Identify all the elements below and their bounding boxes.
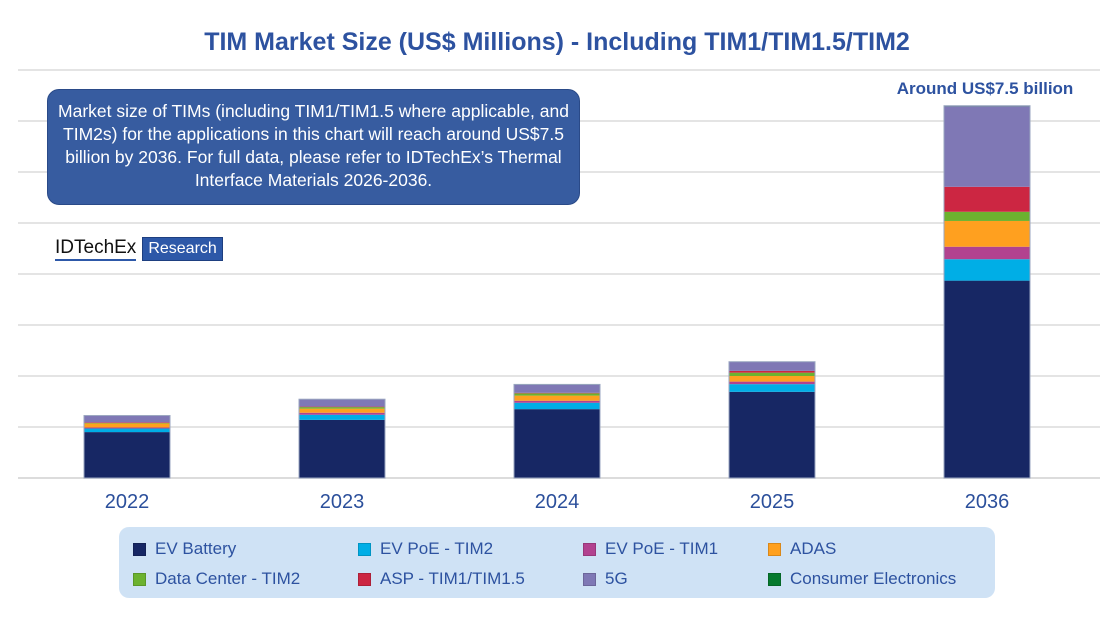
bar-segment-adas-2024	[514, 395, 600, 401]
legend-item: 5G	[583, 569, 628, 589]
legend-label: EV PoE - TIM1	[605, 539, 719, 558]
bar-segment-adas-2036	[944, 220, 1030, 247]
legend-swatch	[768, 572, 781, 586]
bar-segment-data-center-tim2-2025	[729, 372, 815, 376]
legend-label: ASP - TIM1/TIM1.5	[380, 569, 525, 588]
bar-segment-5g-2024	[514, 384, 600, 393]
bar-segment-ev-poe-tim2-2025	[729, 384, 815, 392]
bar-segment-5g-2023	[299, 399, 385, 407]
legend-item: ASP - TIM1/TIM1.5	[358, 569, 525, 589]
bar-segment-asp-tim1-tim1-5-2024	[514, 392, 600, 394]
bar-segment-ev-battery-2025	[729, 391, 815, 478]
bar-segment-ev-poe-tim2-2036	[944, 259, 1030, 281]
logo-tag: Research	[142, 237, 223, 261]
bar-outline	[943, 105, 1031, 479]
bar-segment-adas-2022	[84, 423, 170, 428]
bar-segment-asp-tim1-tim1-5-2022	[84, 422, 170, 423]
bar-segment-asp-tim1-tim1-5-2023	[299, 406, 385, 408]
bar-segment-data-center-tim2-2023	[299, 407, 385, 409]
bar-segment-ev-poe-tim1-2025	[729, 381, 815, 385]
bar-segment-adas-2023	[299, 408, 385, 413]
legend: EV Battery EV PoE - TIM2 EV PoE - TIM1 ADAS…	[119, 527, 995, 598]
x-tick-label: 2022	[105, 491, 150, 513]
total-annotation: Around US$7.5 billion	[896, 79, 1074, 98]
bar-segment-data-center-tim2-2022	[84, 422, 170, 424]
legend-label: EV Battery	[155, 539, 237, 558]
bar-segment-5g-2022	[84, 415, 170, 423]
bar-outline	[513, 383, 601, 479]
info-callout: Market size of TIMs (including TIM1/TIM1…	[47, 89, 580, 205]
legend-label: ADAS	[790, 539, 837, 558]
bar-segment-ev-battery-2036	[944, 280, 1030, 478]
bar-segment-ev-battery-2023	[299, 419, 385, 478]
bar-segment-5g-2036	[944, 106, 1030, 187]
bar-segment-ev-battery-2024	[514, 409, 600, 478]
legend-swatch	[133, 542, 146, 556]
x-tick-label: 2036	[965, 491, 1010, 513]
legend-swatch	[358, 572, 371, 586]
chart-title: TIM Market Size (US$ Millions) - Includi…	[204, 28, 910, 56]
legend-label: 5G	[605, 569, 628, 588]
bar-outline	[83, 415, 171, 479]
bar-segment-ev-poe-tim1-2023	[299, 412, 385, 415]
bar-segment-data-center-tim2-2024	[514, 393, 600, 396]
legend-label: Consumer Electronics	[790, 569, 957, 588]
legend-item: EV Battery	[133, 539, 236, 559]
legend-item: EV PoE - TIM1	[583, 539, 718, 559]
x-tick-label: 2025	[750, 491, 795, 513]
bar-outline	[728, 361, 816, 479]
legend-item: EV PoE - TIM2	[358, 539, 493, 559]
x-tick-label: 2024	[535, 491, 580, 513]
legend-label: Data Center - TIM2	[155, 569, 301, 588]
legend-item: Data Center - TIM2	[133, 569, 300, 589]
bar-segment-5g-2025	[729, 361, 815, 371]
logo-name: IDTechEx	[55, 237, 137, 261]
bar-segment-ev-battery-2022	[84, 432, 170, 478]
bar-segment-ev-poe-tim2-2023	[299, 414, 385, 420]
bar-segment-ev-poe-tim1-2022	[84, 427, 170, 429]
bar-segment-ev-poe-tim2-2022	[84, 428, 170, 433]
legend-swatch	[583, 572, 596, 586]
legend-swatch	[358, 542, 371, 556]
bar-outline	[298, 398, 386, 479]
bar-segment-asp-tim1-tim1-5-2025	[729, 370, 815, 373]
x-tick-label: 2023	[320, 491, 365, 513]
legend-swatch	[133, 572, 146, 586]
bar-segment-ev-poe-tim1-2036	[944, 246, 1030, 260]
bar-segment-ev-poe-tim1-2024	[514, 400, 600, 403]
legend-swatch	[583, 542, 596, 556]
bar-segment-ev-poe-tim2-2024	[514, 402, 600, 410]
legend-label: EV PoE - TIM2	[380, 539, 494, 558]
bar-segment-data-center-tim2-2036	[944, 211, 1030, 221]
legend-item: ADAS	[768, 539, 836, 559]
bar-segment-asp-tim1-tim1-5-2036	[944, 186, 1030, 212]
bar-segment-adas-2025	[729, 376, 815, 382]
idtechex-logo: IDTechEx Research	[55, 237, 223, 261]
legend-item: Consumer Electronics	[768, 569, 956, 589]
legend-swatch	[768, 542, 781, 556]
